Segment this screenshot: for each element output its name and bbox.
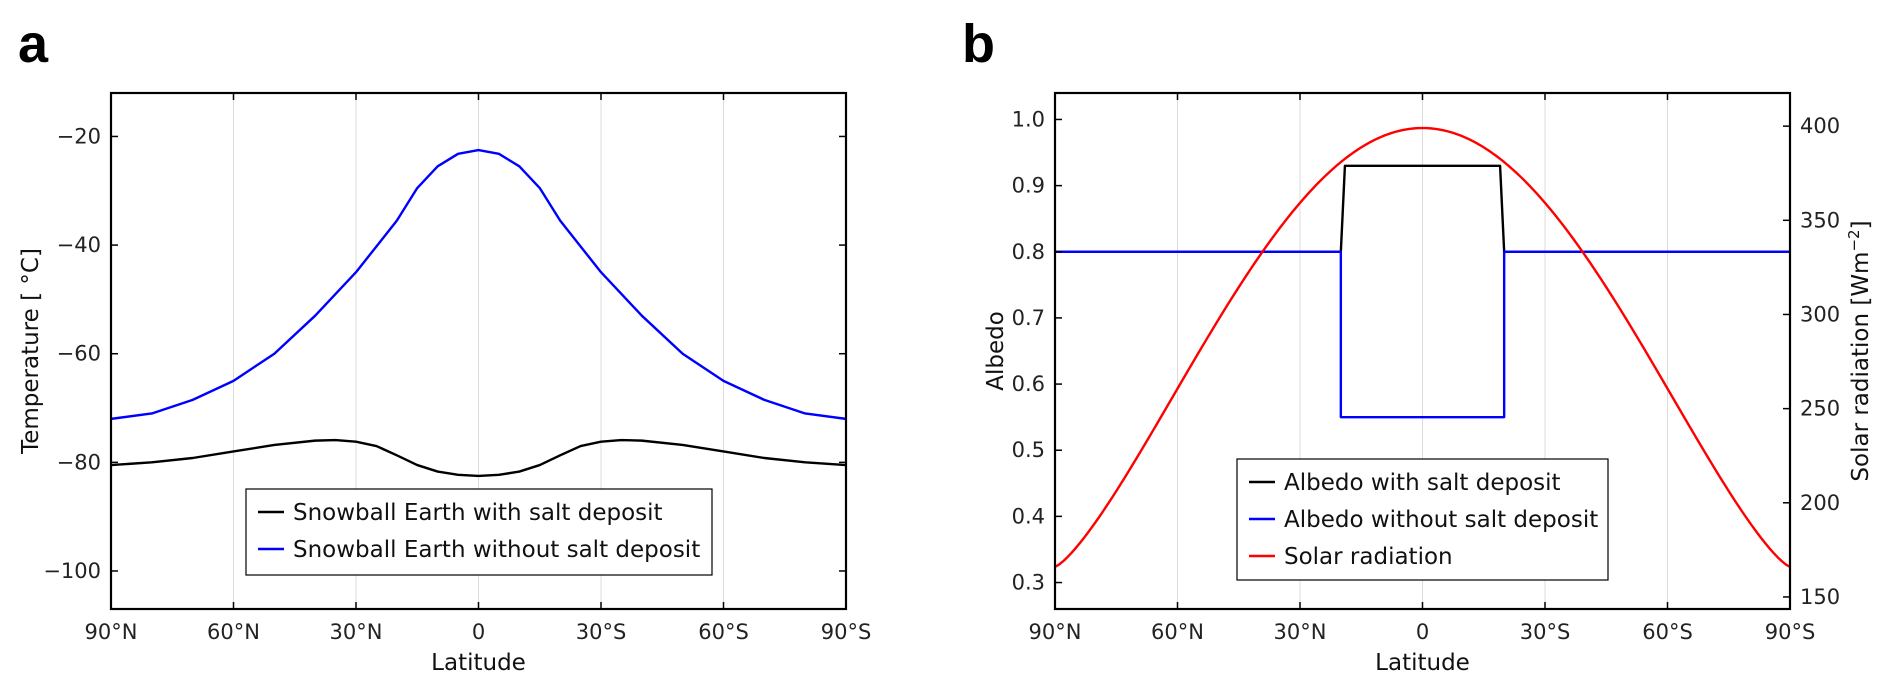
series-line-solar-radiation [1055,126,1790,568]
x-tick-label-0: 90°N [1029,620,1082,644]
x-tick-label-6: 90°S [821,620,872,644]
x-tick-label-0: 90°N [85,620,138,644]
series-group [1055,126,1790,568]
x-tick-label-2: 30°N [330,620,383,644]
x-tick-label-3: 0 [1416,620,1429,644]
y-tick-label-0: −100 [43,559,101,583]
x-tick-label-1: 60°N [1151,620,1204,644]
y-tick-label-6: 0.9 [1012,174,1045,198]
y-tick-label-1: −80 [57,450,101,474]
legend-label-1: Snowball Earth without salt deposit [293,537,700,563]
x-tick-label-3: 0 [472,620,485,644]
x-tick-label-1: 60°N [207,620,260,644]
y-tick-label-4: 0.7 [1012,306,1045,330]
legend-label-0: Snowball Earth with salt deposit [293,500,663,526]
panel-a-temperature-chart: 90°N 60°N 30°N 0 30°S 60°S 90°S −100 −80 −60 −40 −2… [18,91,872,676]
y-axis-label: Albedo [983,311,1009,391]
y2-tick-label-4: 350 [1800,208,1840,232]
y2-tick-label-1: 200 [1800,491,1840,515]
legend-label-2: Solar radiation [1284,544,1453,570]
y-tick-label-2: 0.5 [1012,438,1045,462]
y-tick-label-2: −60 [57,342,101,366]
x-tick-label-4: 30°S [576,620,627,644]
y2-tick-label-5: 400 [1800,114,1840,138]
legend: Albedo with salt deposit Albedo without s… [1236,458,1609,581]
legend-label-0: Albedo with salt deposit [1284,470,1561,496]
x-tick-label-4: 30°S [1520,620,1571,644]
series-line-albedo-without-salt-deposit [1055,250,1790,419]
x-axis-label: Latitude [1375,650,1470,676]
legend-label-1: Albedo without salt deposit [1284,507,1598,533]
panel-letter-a: a [18,14,49,74]
legend-box [1236,458,1609,581]
series-group [111,148,846,478]
panel-b-albedo-chart: 90°N 60°N 30°N 0 30°S 60°S 90°S 0.3 0.4 0.5 0.6 0.7… [983,91,1874,676]
y-axis-label-right-sup: −2 [1845,229,1863,251]
y-tick-label-3: 0.6 [1012,372,1045,396]
y-axis-label-right-end: ] [1848,220,1874,229]
x-tick-label-6: 90°S [1765,620,1816,644]
y2-tick-label-2: 250 [1800,397,1840,421]
x-tick-label-2: 30°N [1274,620,1327,644]
y-tick-label-0: 0.3 [1012,571,1045,595]
legend-box [245,488,713,576]
panel-letter-b: b [962,14,995,74]
x-axis-label: Latitude [431,650,526,676]
y-axis-label-right-main: Solar radiation [Wm [1848,252,1874,482]
y-tick-label-5: 0.8 [1012,240,1045,264]
legend: Snowball Earth with salt deposit Snowball… [245,488,713,576]
y2-tick-label-3: 300 [1800,302,1840,326]
y-tick-label-1: 0.4 [1012,504,1045,528]
x-tick-label-5: 60°S [698,620,749,644]
x-tick-label-5: 60°S [1642,620,1693,644]
y-tick-label-7: 1.0 [1012,107,1045,131]
y-tick-label-4: −20 [57,124,101,148]
series-line-snowball-earth-without-salt-deposit [111,148,846,421]
y-tick-label-3: −40 [57,233,101,257]
series-line-snowball-earth-with-salt-deposit [111,438,846,478]
y-axis-label: Temperature [ °C] [18,248,44,455]
y2-tick-label-0: 150 [1800,585,1840,609]
y-axis-label-right: Solar radiation [Wm−2] [1845,220,1874,481]
